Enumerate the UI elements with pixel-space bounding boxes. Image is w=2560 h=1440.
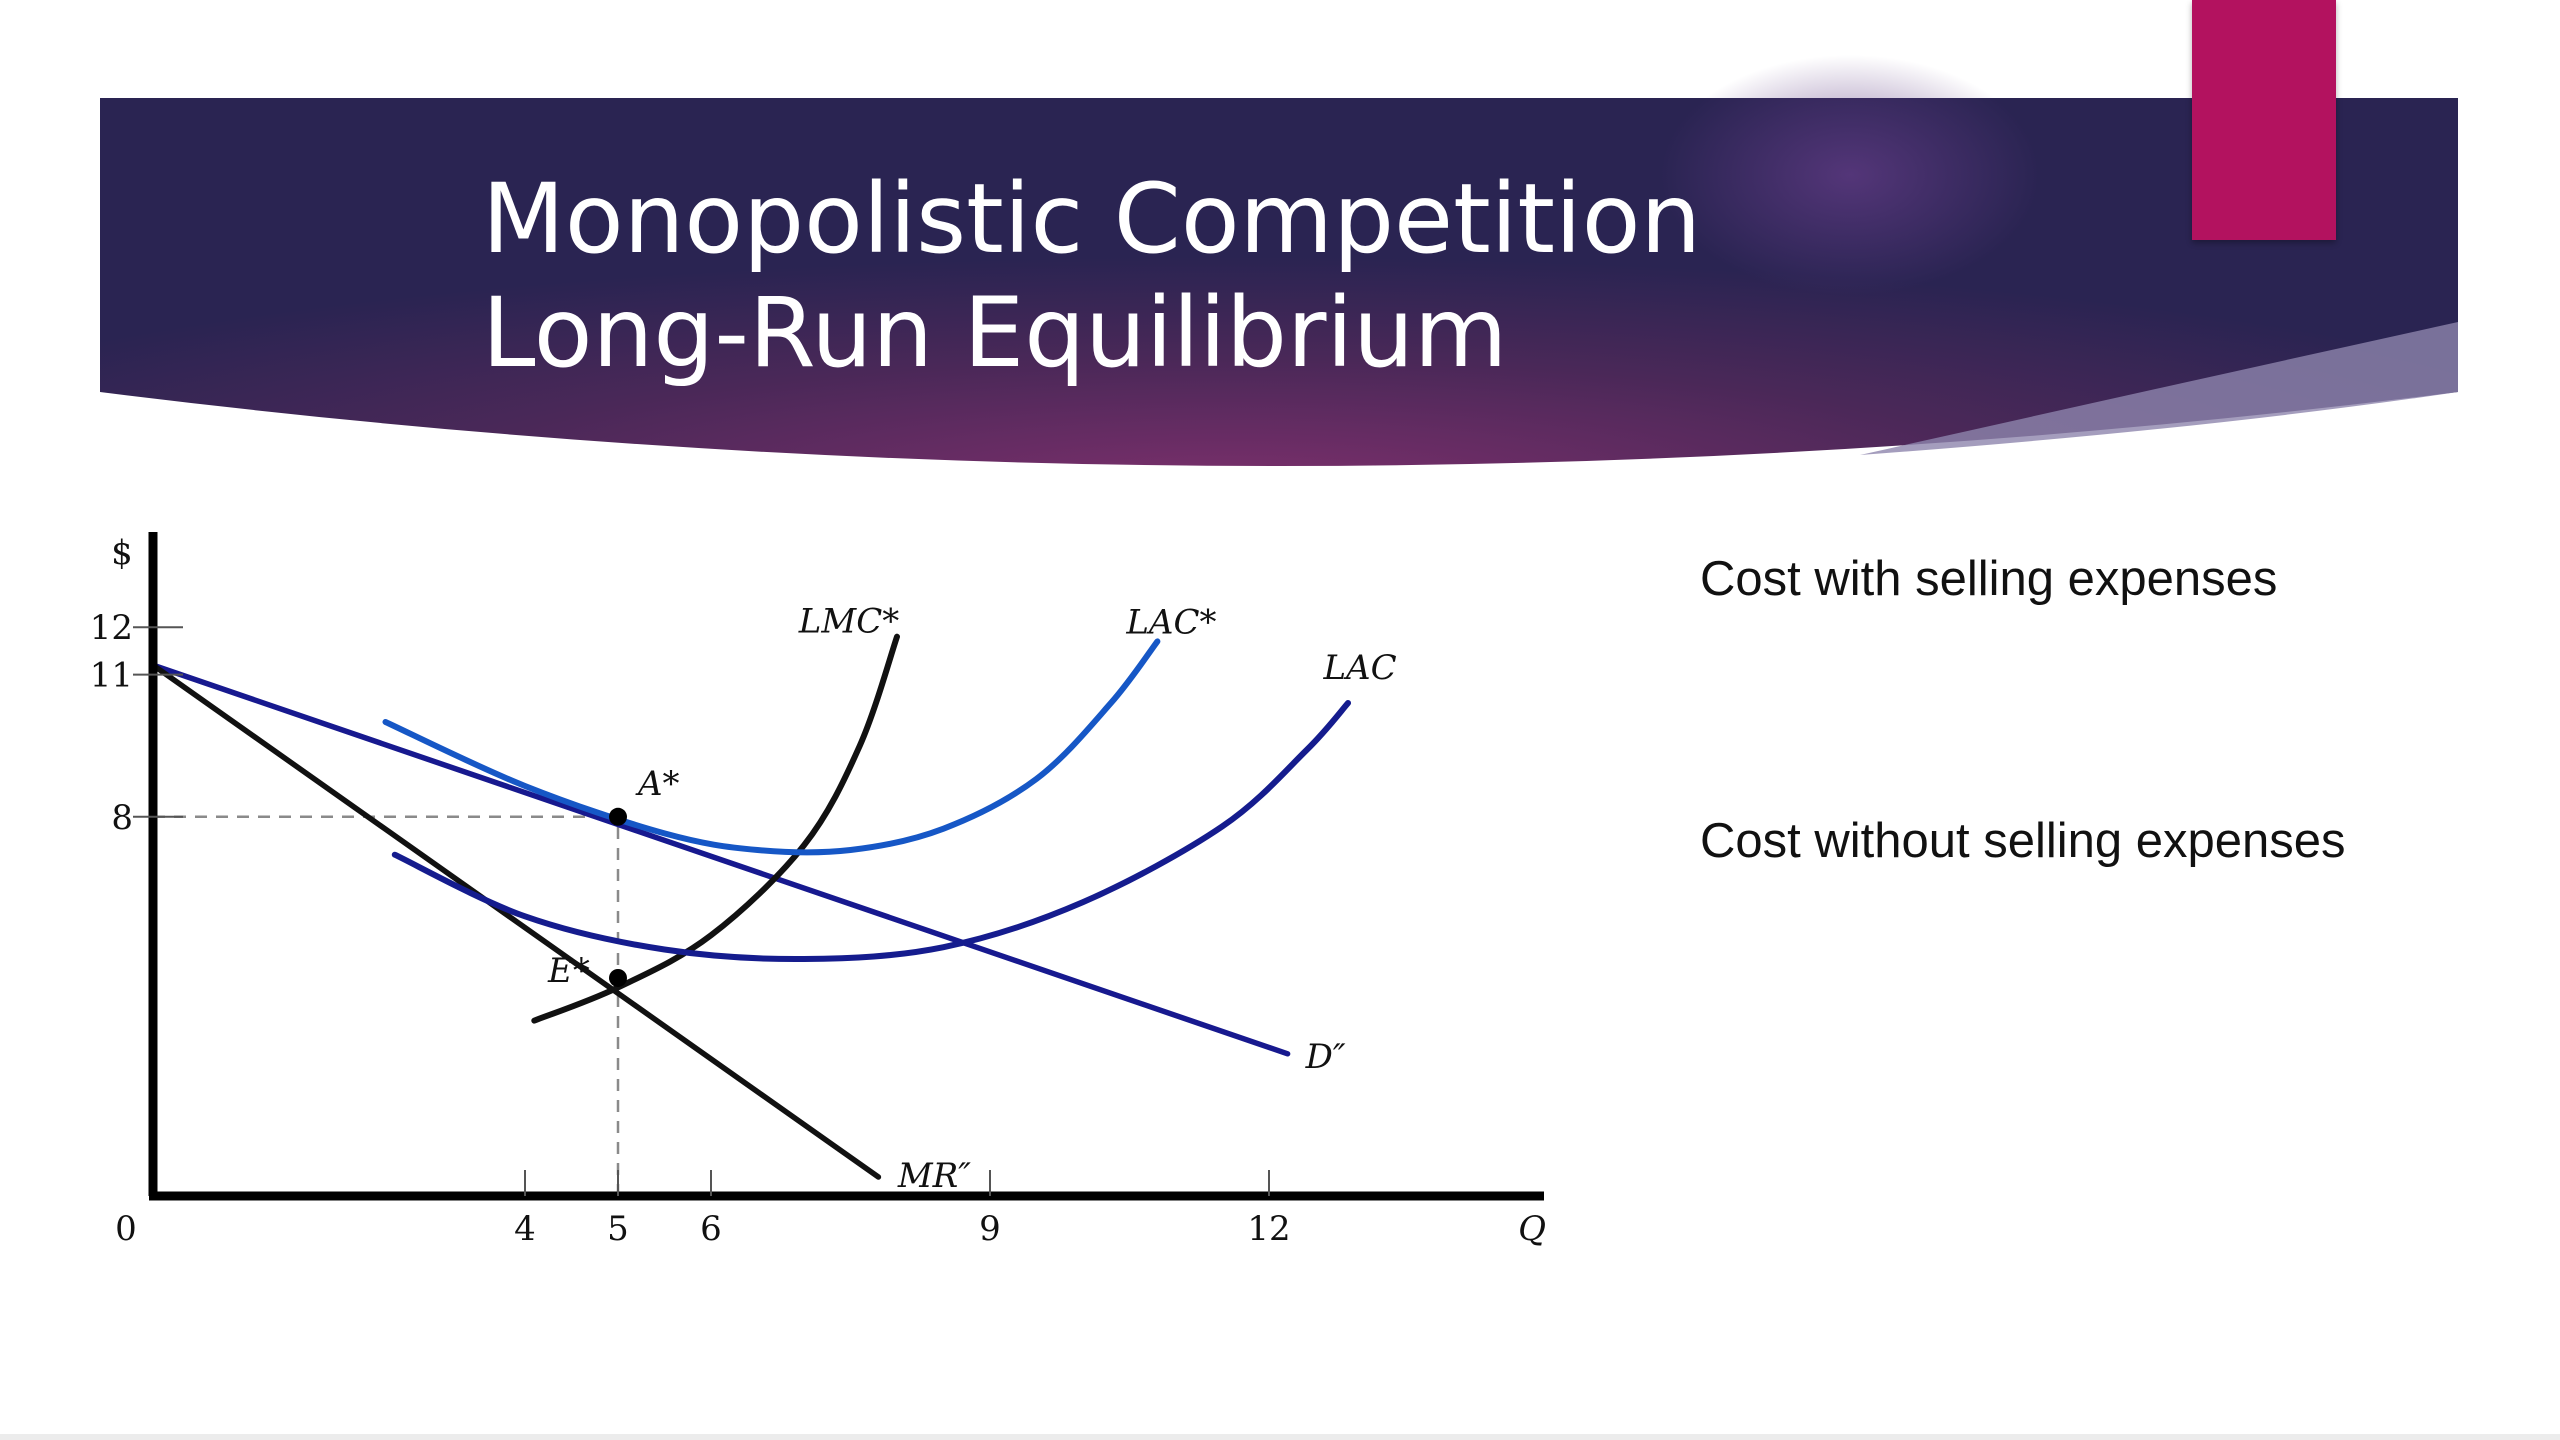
y-tick-label-11: 11 [90,656,133,696]
y-tick-label-12: 12 [90,608,133,648]
label-lmc: LMC* [798,602,899,642]
slide-title: Monopolistic Competition Long-Run Equili… [482,162,1882,390]
labels-layer: 4 5 6 9 12 8 11 12 0 $ Q D″ MR″ LMC* LAC* LAC A* E* [90,533,1546,1249]
callout-without-selling-expenses: Cost without selling expenses [1700,814,2346,868]
point-a [609,807,627,826]
callout-with-selling-expenses: Cost with selling expenses [1700,552,2278,606]
banner-swoosh [1860,322,2458,455]
series-mr [150,662,882,1180]
x-tick-label-9: 9 [979,1209,1001,1249]
series-lmc [531,633,900,1024]
y-axis-label: $ [111,533,133,573]
x-axis-label: Q [1518,1209,1546,1249]
banner-glow [1660,55,2040,295]
title-line-1: Monopolistic Competition [482,163,1702,275]
label-mr: MR″ [897,1156,971,1196]
point-label-a: A* [635,764,680,804]
label-d: D″ [1305,1037,1346,1077]
bottom-rule [0,1434,2560,1440]
point-label-e: E* [547,951,590,991]
cost-curves-chart: 4 5 6 9 12 8 11 12 0 $ Q D″ MR″ LMC* LAC* LAC A* E* [90,532,1546,1249]
label-lac: LAC [1322,648,1396,688]
series-lac [382,638,1161,856]
origin-label: 0 [115,1209,137,1249]
x-tick-label-5: 5 [607,1209,629,1249]
series-layer [150,633,1352,1180]
series-lac [391,700,1352,963]
axes-layer [133,532,1544,1201]
title-banner [100,55,2458,466]
guides-layer [153,815,620,1196]
title-line-2: Long-Run Equilibrium [482,277,1508,389]
x-tick-label-6: 6 [700,1209,722,1249]
y-tick-label-8: 8 [111,798,133,838]
x-tick-label-4: 4 [514,1209,536,1249]
series-d [150,662,1291,1057]
label-lac: LAC* [1125,602,1216,642]
x-tick-label-12: 12 [1247,1209,1290,1249]
point-e [609,968,627,987]
accent-tab [2192,0,2336,240]
